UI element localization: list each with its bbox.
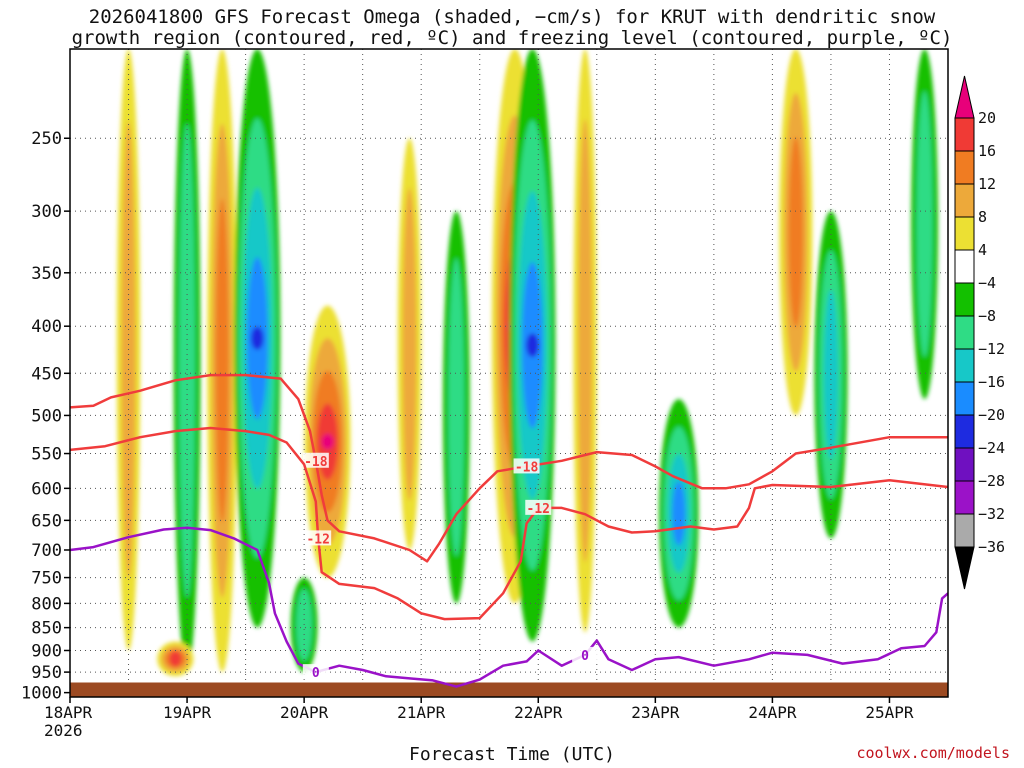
y-tick-label: 650 [31, 511, 62, 531]
colorbar-label: −28 [978, 472, 1005, 490]
red-contour-label: -18 [304, 455, 328, 470]
colorbar-segment [954, 513, 975, 548]
site-credit: coolwx.com/models [856, 744, 1010, 762]
colorbar-segment [954, 282, 975, 317]
colorbar-top-arrow [954, 75, 975, 119]
x-tick-label: 18APR [44, 703, 93, 722]
red-contour-line [70, 426, 948, 621]
colorbar-label: −16 [978, 373, 1005, 391]
colorbar-label: 20 [978, 109, 996, 127]
y-tick-label: 1000 [21, 684, 62, 704]
grid-lines [70, 49, 948, 697]
colorbar-bottom-arrow [954, 546, 975, 590]
colorbar-label: −36 [978, 538, 1005, 556]
colorbar-segment [954, 348, 975, 383]
colorbar-segment [954, 381, 975, 416]
colorbar-label: 4 [978, 241, 987, 259]
omega-cell [788, 136, 803, 328]
x-tick-label: 19APR [163, 703, 212, 722]
purple-contour-label: 0 [312, 666, 320, 681]
colorbar-label: −12 [978, 340, 1005, 358]
x-tick-label: 22APR [514, 703, 563, 722]
y-tick-label: 300 [31, 202, 62, 222]
red-contour-label: -12 [306, 532, 329, 547]
purple-contour-label-bg [302, 664, 329, 680]
colorbar-label: −24 [978, 439, 1005, 457]
x-tick-label: 25APR [865, 703, 914, 722]
y-tick-label: 500 [31, 406, 62, 426]
omega-cell [251, 326, 264, 350]
y-tick-label: 350 [31, 264, 62, 284]
omega-cell [215, 198, 229, 523]
omega-cell [578, 118, 593, 563]
y-tick-label: 450 [31, 364, 62, 384]
y-tick-label: 950 [31, 663, 62, 683]
red-contour-label-bg [513, 458, 540, 474]
purple-contour-label: 0 [581, 649, 589, 664]
contour-lines: -18 -18 -12 -12 0 0 [70, 373, 948, 688]
red-contour-label: -12 [527, 502, 550, 517]
x-tick-label: 23APR [631, 703, 680, 722]
y-tick-label: 900 [31, 641, 62, 661]
chart-title-line2: growth region (contoured, red, ºC) and f… [71, 27, 953, 49]
x-axis-year: 2026 [44, 721, 83, 740]
omega-cell [402, 187, 417, 501]
colorbar-segment [954, 117, 975, 152]
omega-field [116, 49, 938, 677]
colorbar-segment [954, 315, 975, 350]
red-contour-label-bg [302, 452, 329, 468]
x-axis-label: Forecast Time (UTC) [409, 744, 615, 765]
y-tick-label: 850 [31, 619, 62, 639]
y-axis: 2503003504004505005506006507007508008509… [21, 129, 70, 704]
colorbar-label: 12 [978, 175, 996, 193]
colorbar-label: −4 [978, 274, 996, 292]
colorbar-segment [954, 150, 975, 185]
colorbar-label: 16 [978, 142, 996, 160]
y-tick-label: 250 [31, 129, 62, 149]
colorbar-segment [954, 216, 975, 251]
omega-cell [526, 333, 539, 358]
colorbar-segment [954, 414, 975, 449]
colorbar-segment [954, 447, 975, 482]
x-tick-label: 21APR [397, 703, 446, 722]
purple-contour-label-bg [572, 646, 599, 662]
colorbar-label: 8 [978, 208, 987, 226]
chart-title-line1: 2026041800 GFS Forecast Omega (shaded, −… [88, 6, 936, 28]
omega-cell [916, 91, 933, 358]
omega-cell [321, 433, 334, 450]
omega-cell [672, 481, 686, 546]
omega-cell [448, 258, 465, 557]
colorbar-segment [954, 183, 975, 218]
y-tick-label: 700 [31, 541, 62, 561]
omega-cell [179, 123, 196, 598]
purple-contour-line [70, 526, 948, 688]
colorbar-segment [954, 480, 975, 515]
x-tick-label: 20APR [280, 703, 329, 722]
colorbar-label: −20 [978, 406, 1005, 424]
y-tick-label: 800 [31, 594, 62, 614]
colorbar-label: −8 [978, 307, 996, 325]
ground-layer [70, 682, 948, 697]
y-tick-label: 550 [31, 445, 62, 465]
red-contour-label: -18 [515, 460, 539, 475]
omega-cell [169, 650, 182, 667]
red-contour-line [70, 373, 948, 563]
colorbar-label: −32 [978, 505, 1005, 523]
ground-fill [70, 682, 948, 697]
red-contour-label-bg [305, 530, 332, 546]
x-tick-label: 24APR [748, 703, 797, 722]
colorbar-segment [954, 249, 975, 284]
y-tick-label: 600 [31, 479, 62, 499]
y-tick-label: 750 [31, 569, 62, 589]
x-axis: 18APR 19APR 20APR 21APR 22APR 23APR 24APR 25APR [44, 697, 914, 722]
red-contour-label-bg [525, 499, 552, 515]
y-tick-label: 400 [31, 317, 62, 337]
colorbar: 20 16 12 8 4 −4 −8 −12 −16 −20 −24 −28 −32 −36 [954, 75, 1005, 590]
